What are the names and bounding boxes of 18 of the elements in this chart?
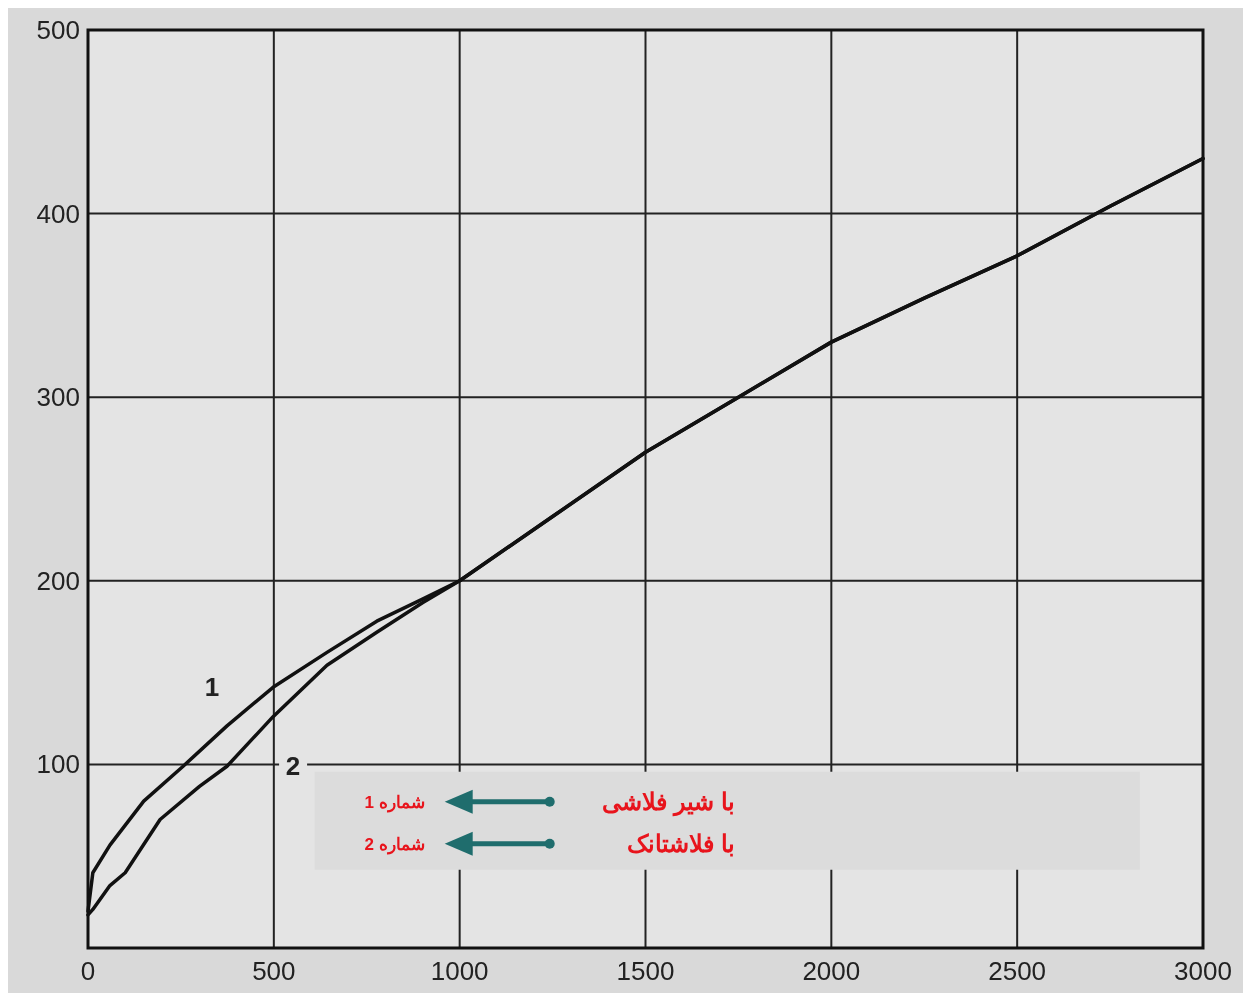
y-tick-label: 200 <box>36 565 80 596</box>
series-label: 2 <box>285 750 301 781</box>
x-tick-label: 1000 <box>430 956 489 986</box>
annotation: شماره 1 <box>364 792 425 813</box>
series-label: 1 <box>204 671 220 702</box>
x-tick-label: 0 <box>80 956 96 986</box>
x-tick-label: 1500 <box>616 956 675 986</box>
y-tick-label: 100 <box>36 749 80 780</box>
y-tick-label: 300 <box>36 382 80 413</box>
annotation: با شیر فلاشی <box>602 787 735 817</box>
x-tick-label: 2500 <box>988 956 1047 986</box>
annotation: با فلاشتانک <box>627 829 735 857</box>
x-tick-label: 500 <box>252 956 296 986</box>
y-tick-label: 500 <box>36 15 80 45</box>
x-tick-label: 2000 <box>802 956 861 986</box>
annotation: شماره 2 <box>364 834 425 855</box>
y-tick-label: 400 <box>36 198 80 229</box>
x-tick-label: 3000 <box>1174 956 1232 986</box>
